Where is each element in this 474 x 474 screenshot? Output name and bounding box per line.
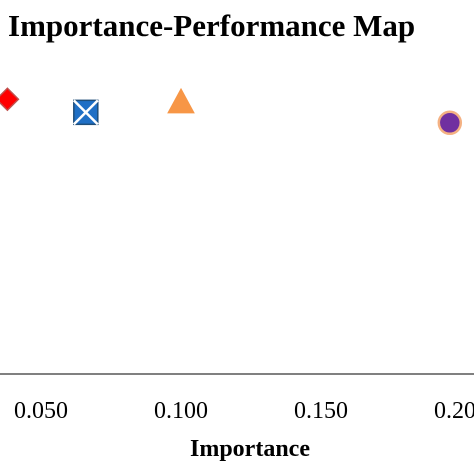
diamond-point bbox=[0, 87, 20, 112]
x-axis-title: Importance bbox=[190, 436, 310, 462]
chart-title: Importance-Performance Map bbox=[8, 8, 416, 43]
x-tick-label: 0.200 bbox=[434, 398, 474, 424]
x-axis-ticks: 0.050 0.100 0.150 0.200 bbox=[14, 398, 474, 424]
x-tick-label: 0.150 bbox=[294, 398, 348, 424]
x-tick-label: 0.050 bbox=[14, 398, 68, 424]
x-tick-label: 0.100 bbox=[154, 398, 208, 424]
data-points bbox=[0, 87, 463, 136]
square-x-point bbox=[72, 99, 99, 126]
triangle-point bbox=[167, 87, 195, 114]
circle-point bbox=[437, 110, 463, 136]
